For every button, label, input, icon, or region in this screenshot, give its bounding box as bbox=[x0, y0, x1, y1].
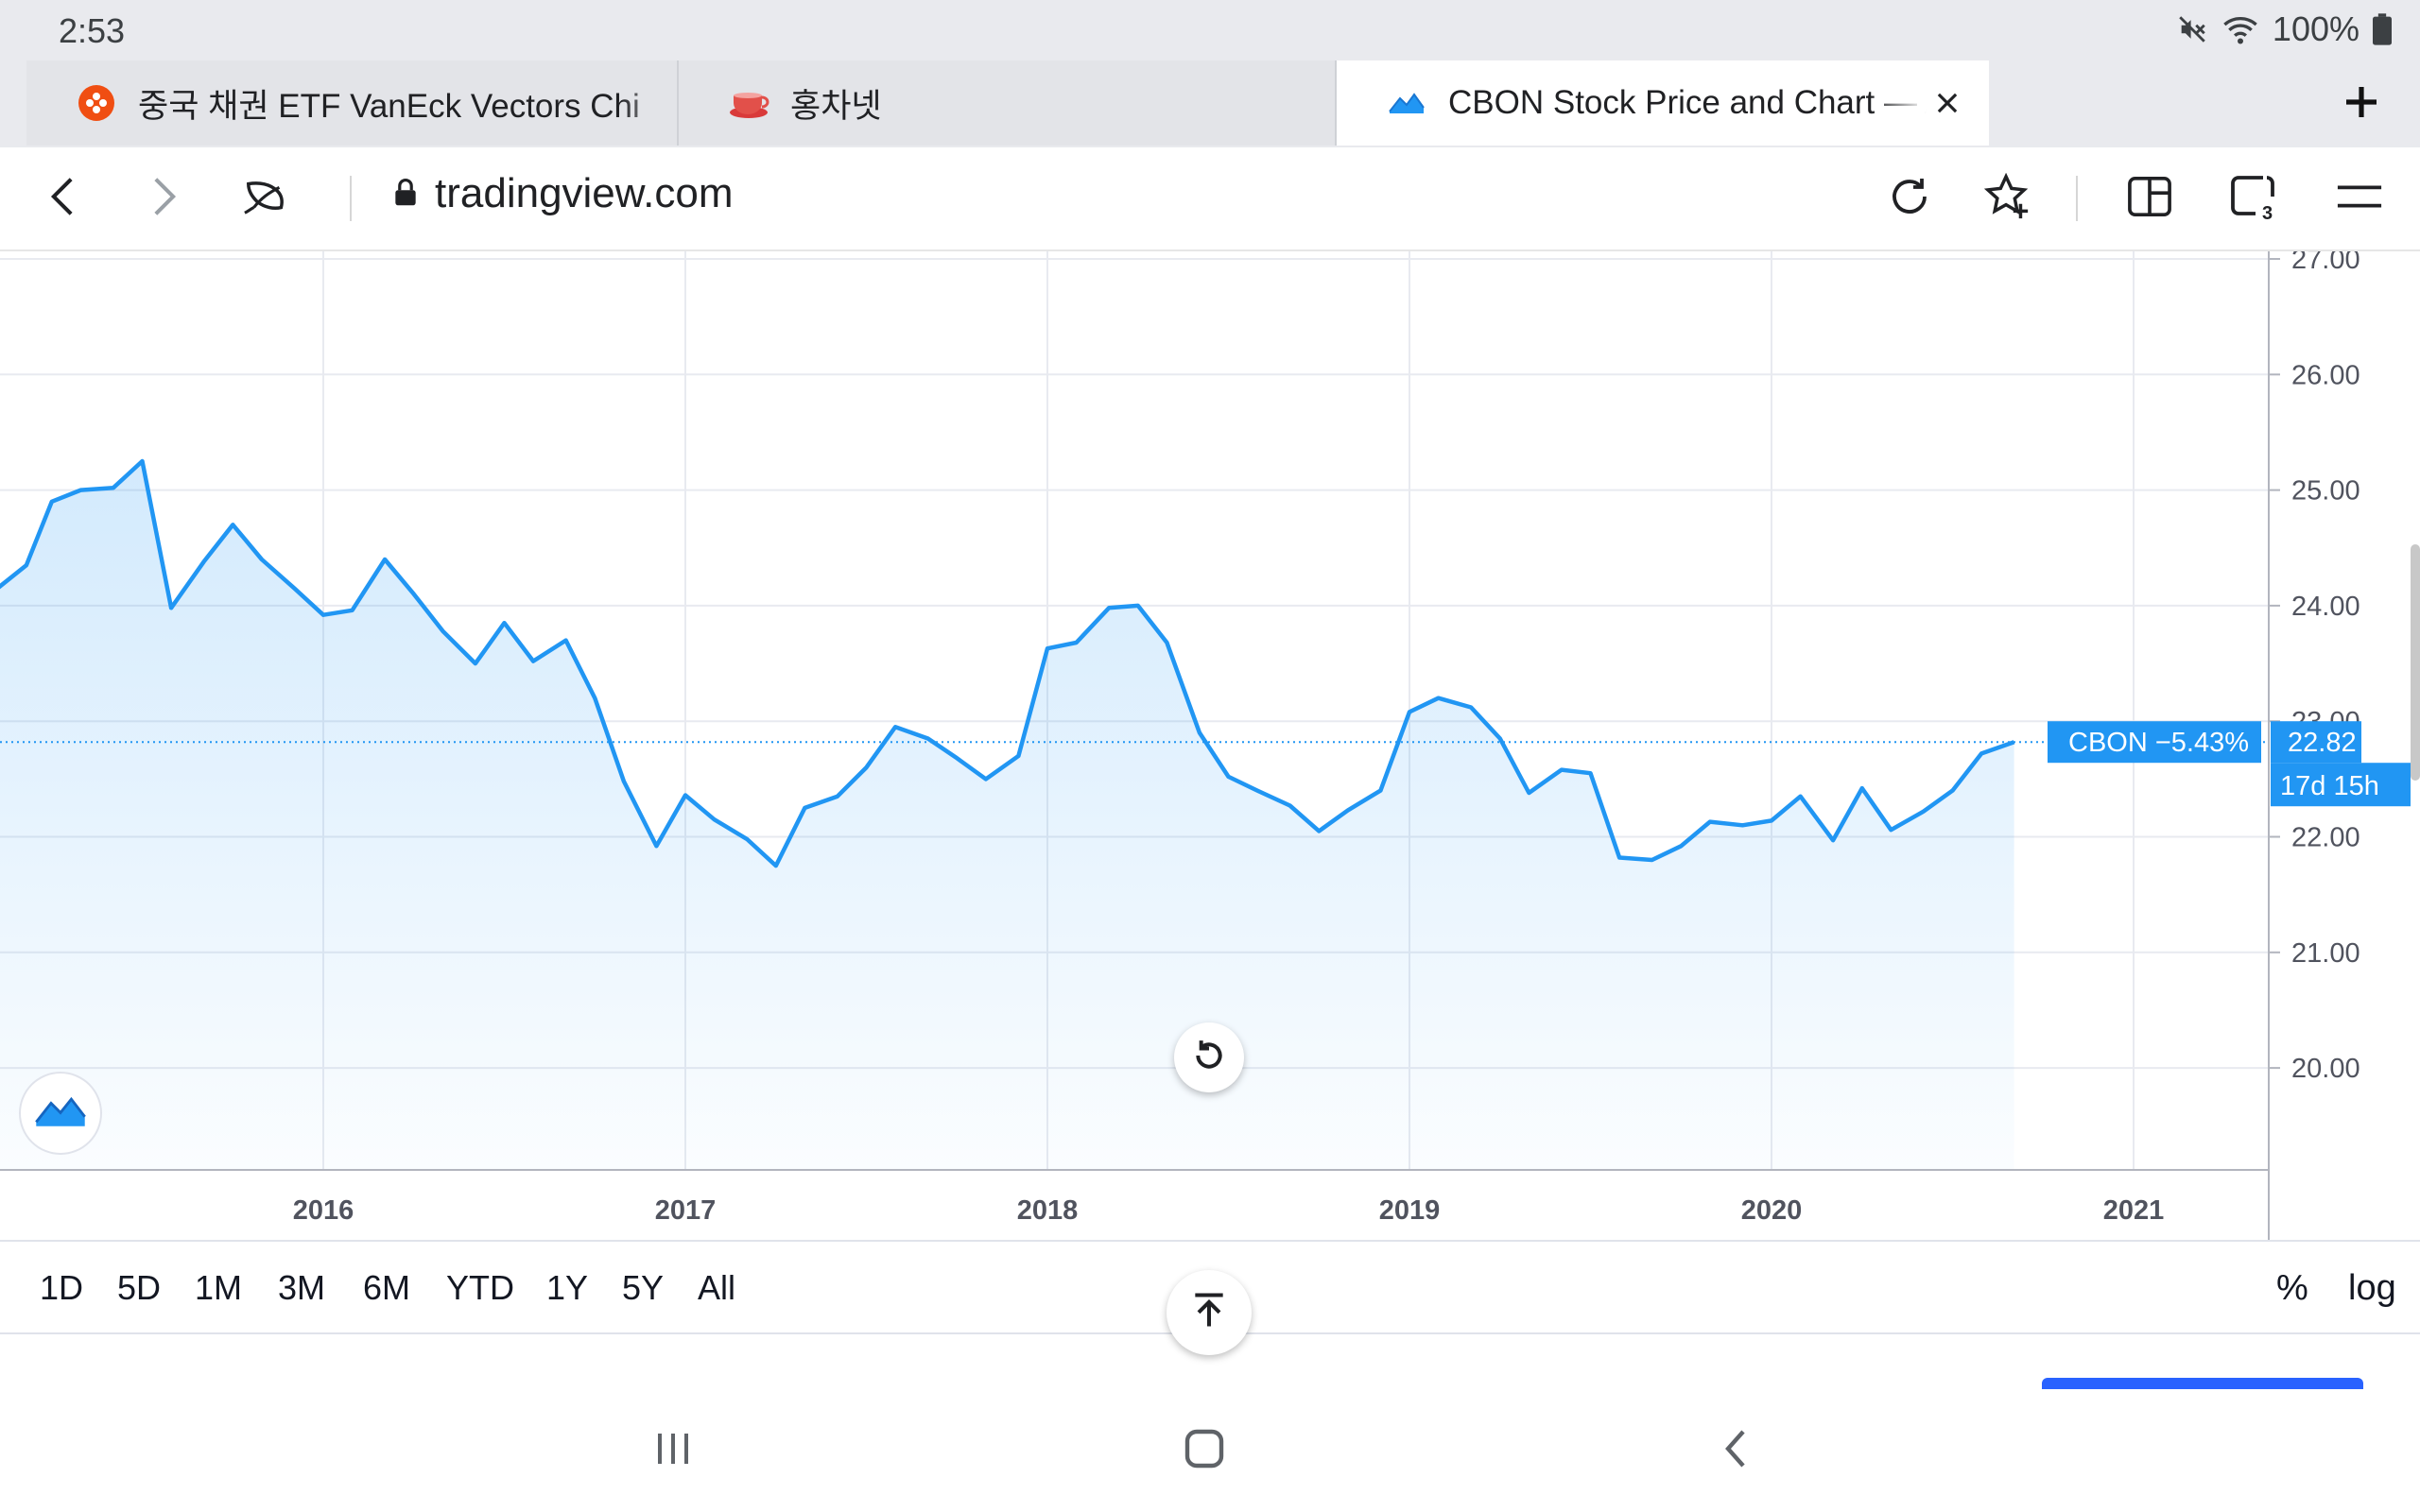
range-ytd[interactable]: YTD bbox=[446, 1268, 514, 1307]
star-plus-icon bbox=[1983, 172, 2031, 225]
back-arrow-icon bbox=[1721, 1428, 1750, 1474]
reset-chart-button[interactable] bbox=[1174, 1022, 1244, 1092]
time-tick-label: 2018 bbox=[1017, 1195, 1079, 1226]
tab-2[interactable]: 홍차넷 bbox=[679, 60, 1337, 146]
url-field[interactable]: tradingview.com bbox=[393, 170, 733, 217]
orange-flower-icon bbox=[76, 82, 117, 124]
teacup-icon bbox=[728, 82, 769, 124]
reload-button[interactable] bbox=[1883, 172, 1936, 225]
tab-fade bbox=[1870, 60, 1927, 146]
blue-button-edge[interactable] bbox=[2042, 1378, 2363, 1389]
home-icon bbox=[1184, 1428, 1225, 1474]
symbol-label-bg bbox=[2048, 721, 2261, 764]
home-button[interactable] bbox=[1167, 1418, 1242, 1484]
countdown-label-bg bbox=[2271, 763, 2411, 807]
svg-text:3: 3 bbox=[2262, 203, 2273, 221]
time-tick-label: 2021 bbox=[2103, 1195, 2165, 1226]
price-tick-label: 26.00 bbox=[2291, 360, 2360, 390]
tradingview-logo-icon bbox=[33, 1092, 88, 1135]
chevron-right-icon bbox=[147, 176, 182, 222]
tab-2-title: 홍차넷 bbox=[790, 87, 882, 125]
recent-apps-icon bbox=[654, 1430, 692, 1472]
price-area-fill bbox=[0, 461, 2014, 1170]
toolbar-divider bbox=[2076, 176, 2078, 221]
range-6m[interactable]: 6M bbox=[363, 1268, 411, 1307]
log-scale-toggle[interactable]: log bbox=[2348, 1268, 2396, 1308]
price-tick-label: 21.00 bbox=[2291, 938, 2360, 969]
chart-svg[interactable]: 27.0026.0025.0024.0023.0022.0021.0020.00… bbox=[0, 245, 2420, 1240]
chevron-left-icon bbox=[45, 176, 79, 222]
last-price-label: 22.82 bbox=[2288, 728, 2357, 758]
wifi-icon bbox=[2221, 13, 2259, 45]
price-tick-label: 20.00 bbox=[2291, 1054, 2360, 1084]
time-tick-label: 2017 bbox=[655, 1195, 717, 1226]
tracker-blocker-button[interactable] bbox=[240, 172, 293, 225]
forward-button[interactable] bbox=[138, 172, 191, 225]
range-1d[interactable]: 1D bbox=[40, 1268, 84, 1307]
time-axis-labels: 2016 2017 2018 2019 2020 2021 bbox=[293, 1195, 2165, 1226]
bookmark-star-button[interactable] bbox=[1981, 172, 2034, 225]
system-nav-bar bbox=[0, 1389, 2420, 1512]
status-icons: 100% bbox=[2176, 9, 2392, 49]
tradingview-logo-button[interactable] bbox=[19, 1072, 102, 1155]
reload-icon bbox=[1887, 174, 1932, 224]
price-series-line bbox=[0, 458, 2015, 868]
scroll-to-top-button[interactable] bbox=[1167, 1270, 1252, 1355]
plus-icon bbox=[2342, 83, 2380, 126]
page-scroll-thumb[interactable] bbox=[2411, 544, 2420, 781]
split-view-button[interactable] bbox=[2123, 172, 2176, 225]
recent-apps-button[interactable] bbox=[635, 1418, 711, 1484]
range-1y[interactable]: 1Y bbox=[546, 1268, 589, 1307]
range-3m[interactable]: 3M bbox=[278, 1268, 326, 1307]
bar-countdown-label: 17d 15h bbox=[2280, 771, 2379, 801]
status-time: 2:53 bbox=[59, 11, 126, 50]
arrow-up-to-top-icon bbox=[1188, 1290, 1230, 1336]
tabs-button[interactable]: 3 bbox=[2229, 172, 2282, 225]
tab-bar: 중국 채권 ETF VanEck Vectors Chi 홍차넷 CBON St… bbox=[0, 60, 2420, 147]
percent-scale-toggle[interactable]: % bbox=[2276, 1268, 2308, 1308]
tradingview-icon bbox=[1386, 82, 1427, 124]
range-5d[interactable]: 5D bbox=[117, 1268, 162, 1307]
tab-3-active[interactable]: CBON Stock Price and Chart — AI bbox=[1337, 60, 1989, 146]
battery-icon bbox=[2373, 13, 2392, 45]
address-divider bbox=[350, 176, 352, 221]
url-text: tradingview.com bbox=[435, 170, 734, 216]
price-chart[interactable]: 27.0026.0025.0024.0023.0022.0021.0020.00… bbox=[0, 245, 2420, 1240]
back-button[interactable] bbox=[36, 172, 89, 225]
address-bar: tradingview.com 3 bbox=[0, 147, 2420, 251]
last-price-label-bg bbox=[2271, 721, 2361, 764]
hamburger-menu-icon bbox=[2336, 181, 2383, 216]
reset-rotate-icon bbox=[1190, 1037, 1228, 1079]
price-tick-label: 25.00 bbox=[2291, 476, 2360, 507]
tab-fade bbox=[620, 60, 677, 146]
range-all[interactable]: All bbox=[698, 1268, 736, 1307]
new-tab-button[interactable] bbox=[2331, 74, 2392, 134]
tab-3-title: CBON Stock Price and Chart — AI bbox=[1448, 84, 1927, 121]
tabs-count-icon: 3 bbox=[2229, 172, 2282, 226]
status-bar: 2:53 100% bbox=[0, 0, 2420, 60]
back-nav-button[interactable] bbox=[1698, 1418, 1773, 1484]
leaf-shield-icon bbox=[243, 176, 290, 222]
close-tab-icon[interactable] bbox=[1927, 82, 1968, 124]
range-5y[interactable]: 5Y bbox=[622, 1268, 665, 1307]
range-1m[interactable]: 1M bbox=[195, 1268, 243, 1307]
price-tick-label: 24.00 bbox=[2291, 592, 2360, 622]
battery-text: 100% bbox=[2272, 9, 2360, 48]
tab-1[interactable]: 중국 채권 ETF VanEck Vectors Chi bbox=[26, 60, 679, 146]
time-tick-label: 2020 bbox=[1741, 1195, 1803, 1226]
mute-icon bbox=[2176, 13, 2208, 45]
price-tick-label: 27.00 bbox=[2291, 251, 2360, 275]
split-screen-icon bbox=[2126, 175, 2173, 223]
symbol-change-label: CBON −5.43% bbox=[2068, 728, 2249, 758]
lock-icon bbox=[393, 170, 418, 217]
tab-1-title: 중국 채권 ETF VanEck Vectors Chi bbox=[138, 87, 640, 125]
time-tick-label: 2019 bbox=[1379, 1195, 1441, 1226]
time-tick-label: 2016 bbox=[293, 1195, 354, 1226]
menu-button[interactable] bbox=[2333, 172, 2386, 225]
price-tick-label: 22.00 bbox=[2291, 823, 2360, 853]
